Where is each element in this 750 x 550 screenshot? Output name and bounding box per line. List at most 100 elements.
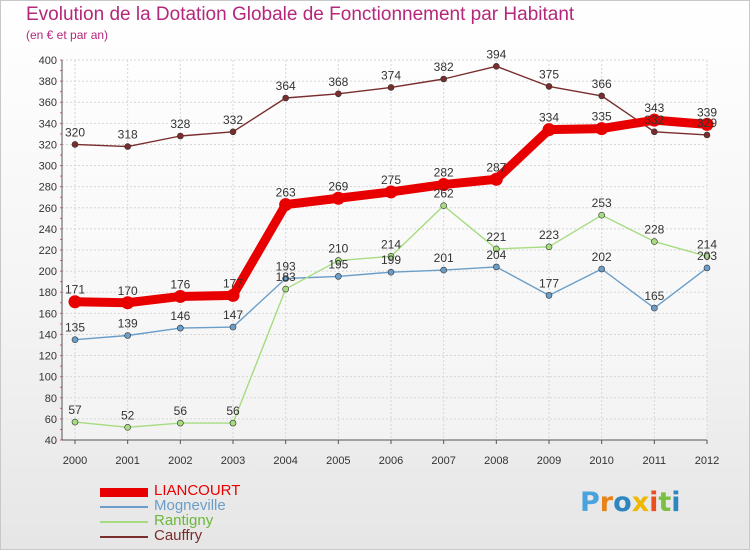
data-label-rantigny: 223 <box>539 228 559 242</box>
data-label-cauffry: 366 <box>592 77 612 91</box>
data-label-liancourt: 176 <box>170 277 190 291</box>
data-label-mogneville: 165 <box>644 289 664 303</box>
data-label-cauffry: 382 <box>434 60 454 74</box>
data-label-rantigny: 52 <box>121 408 135 422</box>
chart-title: Evolution de la Dotation Globale de Fonc… <box>26 4 575 25</box>
data-point-liancourt <box>437 178 451 192</box>
data-label-rantigny: 214 <box>381 237 401 251</box>
chart-legend: LIANCOURT Mogneville Rantigny Cauffry <box>100 483 400 544</box>
x-tick-label: 2005 <box>326 455 350 467</box>
data-label-cauffry: 320 <box>65 125 85 139</box>
y-tick-label: 360 <box>39 97 57 109</box>
y-tick-label: 300 <box>39 161 57 173</box>
data-label-mogneville: 147 <box>223 308 243 322</box>
proxiti-logo: Proxiti <box>580 487 681 518</box>
data-label-mogneville: 203 <box>697 249 717 263</box>
data-label-rantigny: 56 <box>226 404 240 418</box>
data-point-rantigny <box>598 211 605 219</box>
data-label-liancourt: 339 <box>697 105 717 119</box>
legend-swatch <box>100 487 148 497</box>
data-point-mogneville <box>651 304 658 312</box>
data-point-rantigny <box>387 253 395 260</box>
data-label-rantigny: 253 <box>592 196 612 210</box>
y-tick-label: 380 <box>39 76 57 88</box>
data-point-rantigny <box>229 419 237 427</box>
legend-item-cauffry: Cauffry <box>100 528 400 544</box>
data-label-liancourt: 282 <box>434 166 454 180</box>
y-tick-label: 180 <box>39 287 57 299</box>
y-tick-label: 120 <box>39 351 57 363</box>
data-point-rantigny <box>282 285 289 293</box>
data-label-liancourt: 269 <box>328 179 348 193</box>
y-tick-label: 200 <box>39 266 57 278</box>
legend-label: Rantigny <box>154 512 214 529</box>
data-label-liancourt: 334 <box>539 111 559 125</box>
data-label-cauffry: 375 <box>539 67 559 81</box>
data-point-rantigny <box>651 238 658 245</box>
legend-label: Mogneville <box>154 497 226 514</box>
data-label-cauffry: 329 <box>697 116 717 130</box>
data-point-mogneville <box>177 324 184 332</box>
data-point-mogneville <box>335 273 342 280</box>
x-tick-label: 2003 <box>221 455 245 467</box>
x-tick-label: 2007 <box>431 455 455 467</box>
x-tick-label: 2000 <box>63 455 87 467</box>
data-label-cauffry: 374 <box>381 68 401 82</box>
data-label-mogneville: 195 <box>328 257 348 271</box>
data-point-rantigny <box>335 257 342 264</box>
data-point-rantigny <box>545 243 553 251</box>
data-point-mogneville <box>282 275 289 282</box>
data-point-rantigny <box>177 419 184 427</box>
data-point-mogneville <box>229 323 237 331</box>
data-label-rantigny: 183 <box>276 270 296 284</box>
data-label-mogneville: 201 <box>434 251 454 265</box>
y-tick-label: 400 <box>39 55 57 67</box>
data-point-rantigny <box>71 418 79 426</box>
data-point-rantigny <box>124 424 131 431</box>
data-point-cauffry <box>71 141 79 148</box>
y-tick-label: 340 <box>39 118 57 130</box>
data-point-cauffry <box>440 75 447 83</box>
data-point-mogneville <box>387 268 395 276</box>
data-point-liancourt <box>173 289 187 303</box>
data-point-liancourt <box>68 295 82 309</box>
data-label-liancourt: 287 <box>486 160 506 174</box>
data-point-liancourt <box>384 185 398 199</box>
data-label-mogneville: 139 <box>118 317 138 331</box>
data-point-liancourt <box>700 117 714 131</box>
data-label-cauffry: 368 <box>328 75 348 89</box>
data-label-cauffry: 332 <box>644 113 664 127</box>
data-point-liancourt <box>489 172 503 186</box>
data-point-mogneville <box>545 292 553 299</box>
data-label-rantigny: 57 <box>68 403 82 417</box>
x-tick-label: 2008 <box>484 455 508 467</box>
data-point-rantigny <box>703 253 711 260</box>
y-tick-label: 80 <box>45 393 57 405</box>
data-point-rantigny <box>440 202 447 209</box>
y-tick-label: 220 <box>39 245 57 257</box>
data-point-cauffry <box>229 128 237 136</box>
x-tick-label: 2010 <box>589 455 613 467</box>
data-point-cauffry <box>335 90 342 98</box>
legend-swatch <box>100 521 148 523</box>
data-point-cauffry <box>177 132 184 140</box>
legend-swatch <box>100 536 148 538</box>
data-label-cauffry: 318 <box>118 128 138 142</box>
data-label-mogneville: 146 <box>170 309 190 323</box>
data-label-liancourt: 343 <box>644 101 664 115</box>
y-tick-label: 40 <box>45 435 57 447</box>
legend-swatch <box>100 506 148 508</box>
data-point-rantigny <box>493 245 500 253</box>
data-label-liancourt: 177 <box>223 276 243 290</box>
y-tick-label: 240 <box>39 224 57 236</box>
data-point-cauffry <box>493 63 500 70</box>
legend-item-rantigny: Rantigny <box>100 512 400 529</box>
data-point-liancourt <box>331 191 345 205</box>
data-point-liancourt <box>647 113 661 127</box>
x-tick-label: 2012 <box>695 455 719 467</box>
data-label-liancourt: 335 <box>592 110 612 124</box>
data-label-mogneville: 135 <box>65 321 85 335</box>
data-point-cauffry <box>545 83 553 90</box>
y-tick-label: 260 <box>39 203 57 215</box>
